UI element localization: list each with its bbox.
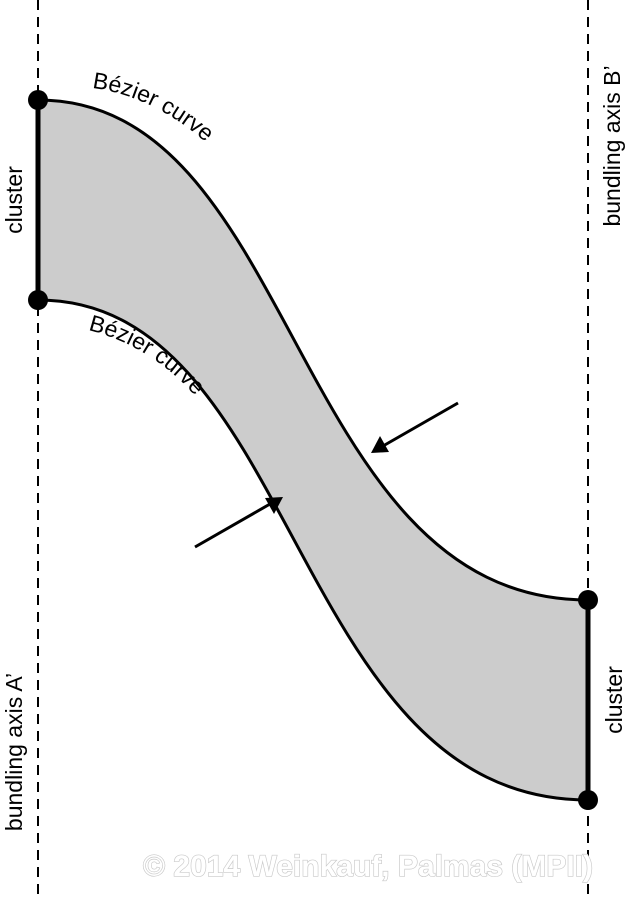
bezier-curve-bottom <box>37 298 589 802</box>
axis-b-label: bundling axis B’ <box>599 65 625 226</box>
bundle-band <box>38 100 588 800</box>
cluster-right-label: cluster <box>601 666 627 734</box>
cluster-right-top-dot <box>578 590 598 610</box>
axis-a-label: bundling axis A’ <box>1 673 27 831</box>
arrow-lower-left <box>194 497 283 549</box>
copyright-watermark: © 2014 Weinkauf, Palmas (MPII) <box>143 850 593 883</box>
cluster-left-bottom-dot <box>28 290 48 310</box>
bezier-curve-top <box>37 98 589 602</box>
cluster-right-bottom-dot <box>578 790 598 810</box>
cluster-left-top-dot <box>28 90 48 110</box>
arrow-upper-right <box>371 401 459 453</box>
cluster-left-label: cluster <box>1 166 27 234</box>
